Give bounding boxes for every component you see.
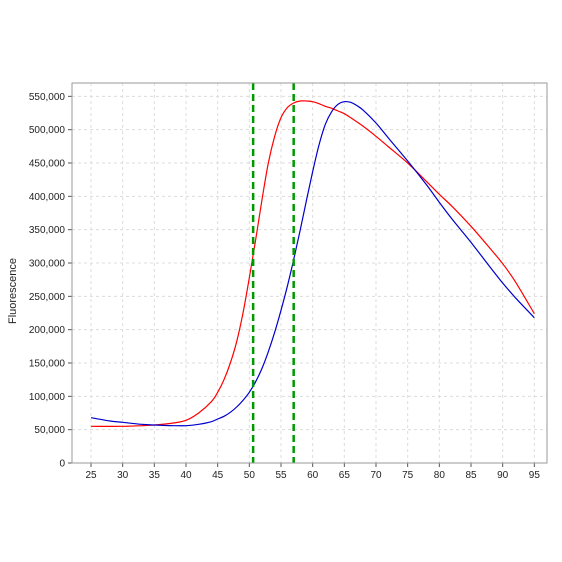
- x-tick-label: 65: [339, 470, 351, 481]
- y-tick-label: 400,000: [29, 192, 66, 203]
- plot-area: [72, 83, 547, 463]
- x-tick-label: 85: [465, 470, 477, 481]
- x-tick-label: 35: [149, 470, 161, 481]
- x-tick-label: 90: [497, 470, 509, 481]
- y-axis-title: Fluorescence: [7, 258, 19, 324]
- x-tick-label: 80: [434, 470, 446, 481]
- y-tick-label: 150,000: [29, 359, 66, 370]
- x-tick-label: 75: [402, 470, 414, 481]
- y-axis-ticks: 0 50,000 100,000 150,000 200,000 250,000 300,0…: [29, 92, 72, 470]
- series-line-2: [90, 100, 535, 427]
- x-tick-label: 30: [117, 470, 129, 481]
- x-tick-label: 45: [212, 470, 224, 481]
- x-axis-ticks: 25 30 35 40 45 50 55 60 65 70 75 80 85 90 95: [85, 463, 540, 481]
- x-tick-label: 25: [85, 470, 97, 481]
- y-tick-label: 550,000: [29, 92, 66, 103]
- series-lines: [90, 100, 535, 427]
- x-tick-label: 50: [244, 470, 256, 481]
- threshold-markers: [251, 83, 295, 463]
- x-tick-label: 95: [529, 470, 541, 481]
- x-tick-label: 70: [370, 470, 382, 481]
- grid-lines: [72, 83, 547, 463]
- y-tick-label: 100,000: [29, 392, 66, 403]
- series-line-1: [90, 100, 535, 427]
- y-tick-label: 200,000: [29, 325, 66, 336]
- x-tick-label: 60: [307, 470, 319, 481]
- x-tick-label: 40: [180, 470, 192, 481]
- y-tick-label: 500,000: [29, 125, 66, 136]
- y-tick-label: 450,000: [29, 159, 66, 170]
- plot-border: [71, 82, 548, 464]
- y-tick-label: 50,000: [34, 425, 65, 436]
- y-tick-label: 0: [59, 459, 65, 470]
- y-tick-label: 350,000: [29, 225, 66, 236]
- y-tick-label: 300,000: [29, 259, 66, 270]
- x-tick-label: 55: [275, 470, 287, 481]
- y-tick-label: 250,000: [29, 292, 66, 303]
